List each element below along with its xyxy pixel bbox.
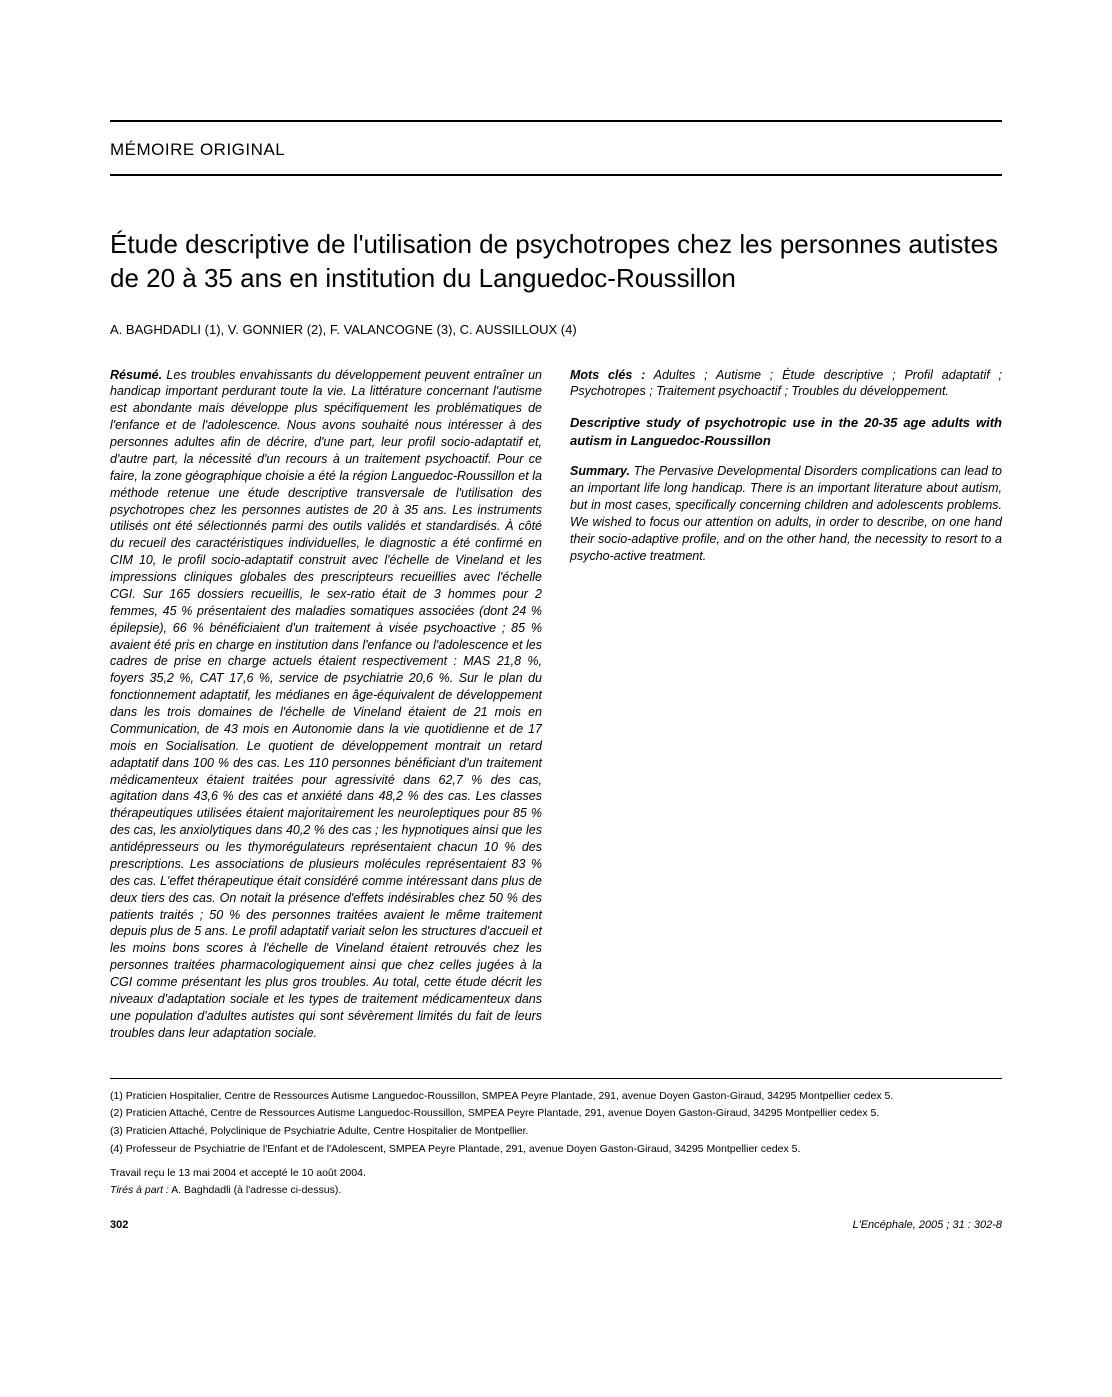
footnote-2: (2) Praticien Attaché, Centre de Ressour… <box>110 1106 1002 1122</box>
footnote-4: (4) Professeur de Psychiatrie de l'Enfan… <box>110 1142 1002 1158</box>
authors-line: A. BAGHDADLI (1), V. GONNIER (2), F. VAL… <box>110 322 1002 337</box>
footnotes-block: (1) Praticien Hospitalier, Centre de Res… <box>110 1089 1002 1200</box>
resume-body: Les troubles envahissants du développeme… <box>110 368 542 1040</box>
page-footer: 302 L'Encéphale, 2005 ; 31 : 302-8 <box>110 1219 1002 1231</box>
footnote-reprint: Tirés à part : A. Baghdadli (à l'adresse… <box>110 1183 1002 1199</box>
keywords-lead: Mots clés : <box>570 368 645 382</box>
article-title: Étude descriptive de l'utilisation de ps… <box>110 228 1002 296</box>
resume-paragraph: Résumé. Les troubles envahissants du dév… <box>110 367 542 1042</box>
footnote-3: (3) Praticien Attaché, Polyclinique de P… <box>110 1124 1002 1140</box>
top-rule <box>110 120 1002 122</box>
summary-paragraph: Summary. The Pervasive Developmental Dis… <box>570 463 1002 564</box>
page-number: 302 <box>110 1219 128 1231</box>
journal-source: L'Encéphale, 2005 ; 31 : 302-8 <box>853 1219 1003 1231</box>
resume-lead: Résumé. <box>110 368 162 382</box>
english-title: Descriptive study of psychotropic use in… <box>570 414 1002 449</box>
summary-body: The Pervasive Developmental Disorders co… <box>570 464 1002 562</box>
footnote-rule <box>110 1078 1002 1079</box>
abstract-columns: Résumé. Les troubles envahissants du dév… <box>110 367 1002 1042</box>
summary-lead: Summary. <box>570 464 630 478</box>
keywords-paragraph: Mots clés : Adultes ; Autisme ; Étude de… <box>570 367 1002 401</box>
under-label-rule <box>110 174 1002 176</box>
footnote-received: Travail reçu le 13 mai 2004 et accepté l… <box>110 1166 1002 1182</box>
reprint-body: A. Baghdadli (à l'adresse ci-dessus). <box>171 1184 341 1196</box>
reprint-lead: Tirés à part : <box>110 1184 169 1196</box>
footnote-1: (1) Praticien Hospitalier, Centre de Res… <box>110 1089 1002 1105</box>
section-label: MÉMOIRE ORIGINAL <box>110 140 1002 160</box>
